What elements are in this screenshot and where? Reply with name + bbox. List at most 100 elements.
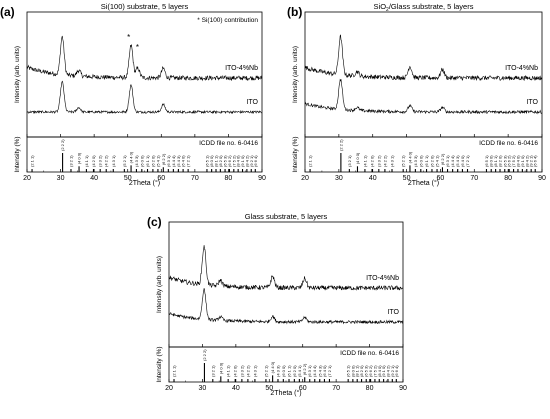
reference-peak-label: (5 2 1) xyxy=(401,155,406,167)
reference-label: ICDD file no. 6-0416 xyxy=(340,350,399,357)
x-tick-label: 60 xyxy=(299,385,307,392)
reference-peak-label: (6 6 4) xyxy=(253,155,258,167)
reference-peak-label: (4 2 2) xyxy=(382,155,387,167)
reference-peak-label: (5 4 1) xyxy=(435,155,440,167)
reference-peak-label: (6 4 0) xyxy=(460,155,465,167)
x-tick-label: 90 xyxy=(258,175,266,182)
x-tick-label: 50 xyxy=(403,175,411,182)
x-tick-label: 70 xyxy=(191,175,199,182)
x-tick-label: 20 xyxy=(165,385,173,392)
reference-peak-label: (6 2 2) xyxy=(440,153,445,165)
reference-peak-label: (4 4 0) xyxy=(129,151,134,163)
panel-1: (a) Si(100) substrate, 5 layers * Si(100) … xyxy=(0,2,266,187)
reference-peak-label: (6 2 2) xyxy=(161,153,166,165)
series-label: ITO-4%Nb xyxy=(225,65,258,72)
x-tick-label: 30 xyxy=(199,385,207,392)
y-axis-label-top: Intensity (arb. units) xyxy=(156,256,163,313)
reference-peak-label: (6 2 0) xyxy=(292,365,297,377)
reference-peak-label: (6 5 3) xyxy=(364,365,369,377)
panel-3: (c) Glass substrate, 5 layers Intensity (a… xyxy=(147,212,407,397)
panel-title: Glass substrate, 5 layers xyxy=(245,212,328,221)
panel-label: (a) xyxy=(0,5,15,19)
x-tick-label: 20 xyxy=(23,175,31,182)
reference-peak-label: (4 2 2) xyxy=(104,155,109,167)
reference-peak-label: (5 2 1) xyxy=(122,155,127,167)
reference-peak-label: (9 2 1) xyxy=(249,155,254,167)
reference-peak-label: (6 3 1) xyxy=(166,155,171,167)
reference-peak-label: (9 2 1) xyxy=(529,155,534,167)
reference-peak-label: (4 0 0) xyxy=(218,362,223,374)
title-part-rest: /Glass substrate, 5 layers xyxy=(389,2,474,11)
x-tick-label: 50 xyxy=(265,385,273,392)
reference-peak-label: (3 2 1) xyxy=(68,155,73,167)
reference-peak-label: (6 0 0) xyxy=(139,155,144,167)
reference-peak-label: (4 4 4) xyxy=(171,155,176,167)
reference-peak-label: (6 6 4) xyxy=(533,155,538,167)
x-tick-label: 70 xyxy=(332,385,340,392)
y-axis-label-top: Intensity (arb. units) xyxy=(14,46,21,103)
xrd-trace-series xyxy=(168,288,404,325)
xrd-trace-series xyxy=(304,78,543,115)
reference-peak-label: (3 3 2) xyxy=(98,155,103,167)
reference-peak-label: (4 0 0) xyxy=(77,152,82,164)
reference-peak-label: (4 3 1) xyxy=(390,155,395,167)
reference-peak-label: (6 6 2) xyxy=(227,155,232,167)
reference-peak-label: (6 5 3) xyxy=(223,155,228,167)
x-axis-label: 2Theta (°) xyxy=(270,389,301,397)
x-tick-label: 90 xyxy=(538,175,546,182)
reference-peak-label: (5 4 1) xyxy=(155,155,160,167)
reference-peak-label: (6 2 0) xyxy=(429,155,434,167)
reference-peak-label: (7 2 1) xyxy=(465,155,470,167)
reference-peak-label: (6 2 2) xyxy=(302,363,307,375)
reference-peak-label: (6 0 0) xyxy=(418,155,423,167)
reference-peak-label: (4 4 0) xyxy=(270,361,275,373)
reference-peak-label: (4 4 0) xyxy=(407,151,412,163)
top-plot-frame xyxy=(26,11,263,138)
reference-peak-label: (6 6 4) xyxy=(394,365,399,377)
reference-peak-label: (4 2 2) xyxy=(245,365,250,377)
reference-peak-label: (9 1 0) xyxy=(240,155,245,167)
series-label: ITO xyxy=(246,99,258,106)
reference-peak-label: (8 4 2) xyxy=(385,365,390,377)
si-peak-marker: * xyxy=(136,43,139,52)
reference-peak-label: (4 2 0) xyxy=(91,155,96,167)
reference-peak-label: (8 1 1) xyxy=(214,155,219,167)
reference-peak-label: (4 1 1) xyxy=(84,155,89,167)
reference-peak-label: (3 3 2) xyxy=(239,365,244,377)
reference-peak-label: (8 4 2) xyxy=(524,155,529,167)
x-tick-label: 70 xyxy=(470,175,478,182)
reference-peak-label: (6 6 2) xyxy=(507,155,512,167)
reference-peak-label: (9 1 0) xyxy=(381,365,386,377)
reference-peak-label: (5 2 1) xyxy=(263,365,268,377)
x-tick-label: 80 xyxy=(366,385,374,392)
reference-peak-label: (8 4 0) xyxy=(377,365,382,377)
reference-peak-label: (4 0 0) xyxy=(355,152,360,164)
reference-peak-label: (6 1 1) xyxy=(287,365,292,377)
reference-peak-label: (6 4 0) xyxy=(181,155,186,167)
reference-peak-label: (8 0 0) xyxy=(350,365,355,377)
x-tick-label: 80 xyxy=(504,175,512,182)
reference-peak-label: (8 4 2) xyxy=(244,155,249,167)
reference-peak-label: (8 0 0) xyxy=(209,155,214,167)
panel-label: (b) xyxy=(287,5,302,19)
reference-peak-label: (4 3 3) xyxy=(275,365,280,377)
y-axis-label-bottom: Intensity (%) xyxy=(156,346,163,382)
y-axis-label-bottom: Intensity (%) xyxy=(292,136,299,172)
reference-peak-label: (6 2 0) xyxy=(150,155,155,167)
x-tick-label: 40 xyxy=(369,175,377,182)
reference-peak-label: (6 3 1) xyxy=(445,155,450,167)
reference-peak-label: (8 1 1) xyxy=(493,155,498,167)
panel-title: Si(100) substrate, 5 layers xyxy=(101,2,189,11)
reference-peak-label: (6 3 1) xyxy=(307,365,312,377)
reference-peak-label: (4 3 1) xyxy=(252,365,257,377)
top-plot-frame xyxy=(168,221,404,348)
x-tick-label: 30 xyxy=(335,175,343,182)
x-tick-label: 90 xyxy=(399,385,407,392)
reference-peak-label: (8 4 0) xyxy=(515,155,520,167)
title-part-main: SiO xyxy=(374,2,387,11)
reference-label: ICDD file no. 6-0416 xyxy=(479,140,538,147)
reference-peak-label: (6 5 3) xyxy=(502,155,507,167)
reference-peak-label: (3 2 1) xyxy=(347,155,352,167)
reference-peak-label: (3 3 2) xyxy=(376,155,381,167)
